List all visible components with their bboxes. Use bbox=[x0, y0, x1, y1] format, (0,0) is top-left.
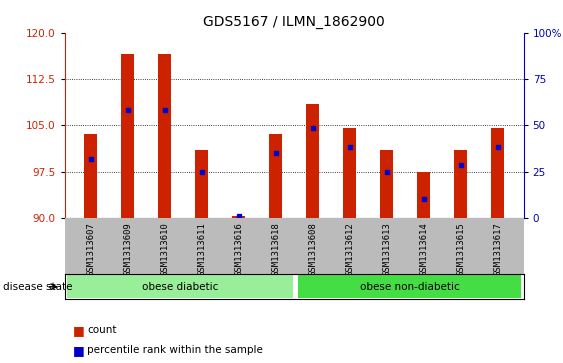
Text: ■: ■ bbox=[73, 344, 85, 357]
Bar bbox=[454, 150, 467, 218]
Bar bbox=[195, 150, 208, 218]
Bar bbox=[298, 275, 521, 298]
Text: GSM1313611: GSM1313611 bbox=[197, 222, 206, 276]
Text: GSM1313613: GSM1313613 bbox=[382, 222, 391, 276]
Text: GSM1313612: GSM1313612 bbox=[345, 222, 354, 276]
Text: GSM1313609: GSM1313609 bbox=[123, 222, 132, 276]
Text: GSM1313614: GSM1313614 bbox=[419, 222, 428, 276]
Bar bbox=[491, 128, 504, 218]
Bar bbox=[121, 54, 134, 218]
Text: GSM1313607: GSM1313607 bbox=[86, 222, 95, 276]
Bar bbox=[417, 171, 430, 218]
Bar bbox=[158, 54, 171, 218]
Bar bbox=[380, 150, 393, 218]
Text: GSM1313615: GSM1313615 bbox=[456, 222, 465, 276]
Text: obese non-diabetic: obese non-diabetic bbox=[360, 282, 459, 292]
Text: GSM1313608: GSM1313608 bbox=[308, 222, 317, 276]
Text: GSM1313617: GSM1313617 bbox=[493, 222, 502, 276]
Bar bbox=[306, 103, 319, 218]
Text: percentile rank within the sample: percentile rank within the sample bbox=[87, 345, 263, 355]
Text: count: count bbox=[87, 325, 117, 335]
Bar bbox=[67, 275, 293, 298]
Text: ■: ■ bbox=[73, 324, 85, 337]
Text: GSM1313610: GSM1313610 bbox=[160, 222, 169, 276]
Text: GSM1313616: GSM1313616 bbox=[234, 222, 243, 276]
Bar bbox=[343, 128, 356, 218]
Bar bbox=[232, 216, 245, 218]
Text: obese diabetic: obese diabetic bbox=[142, 282, 218, 292]
Title: GDS5167 / ILMN_1862900: GDS5167 / ILMN_1862900 bbox=[203, 15, 385, 29]
Text: disease state: disease state bbox=[3, 282, 72, 292]
Bar bbox=[269, 134, 282, 218]
Bar bbox=[84, 134, 97, 218]
Text: GSM1313618: GSM1313618 bbox=[271, 222, 280, 276]
